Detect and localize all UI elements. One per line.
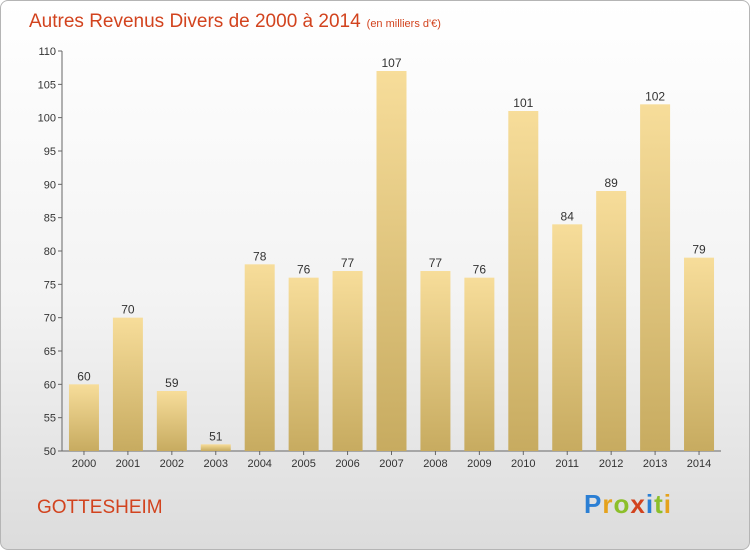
x-tick-label-2010: 2010 xyxy=(511,458,535,470)
value-label-2010: 101 xyxy=(513,96,533,110)
bar-2003 xyxy=(200,444,231,451)
value-label-2002: 59 xyxy=(165,376,179,390)
bar-2013 xyxy=(640,104,671,451)
city-name: GOTTESHEIM xyxy=(37,497,163,518)
value-label-2004: 78 xyxy=(253,249,267,263)
value-label-2009: 76 xyxy=(473,263,487,277)
bar-2009 xyxy=(464,277,495,451)
bar-2008 xyxy=(420,271,451,451)
x-tick-label-2005: 2005 xyxy=(291,458,315,470)
bars xyxy=(68,71,715,451)
y-tick-label: 80 xyxy=(44,246,56,258)
y-tick-label: 50 xyxy=(44,446,56,458)
x-tick-label-2011: 2011 xyxy=(555,458,579,470)
x-tick-label-2001: 2001 xyxy=(116,458,140,470)
x-tick-label-2008: 2008 xyxy=(423,458,447,470)
chart-title: Autres Revenus Divers de 2000 à 2014 (en … xyxy=(29,11,441,33)
x-tick-label-2012: 2012 xyxy=(599,458,623,470)
y-tick-label: 75 xyxy=(44,279,56,291)
bar-2011 xyxy=(552,224,583,451)
value-labels: 60 70 59 51 78 76 77 107 77 76 101 84 89 102 79 xyxy=(77,56,706,443)
value-label-2012: 89 xyxy=(604,176,618,190)
bar-2010 xyxy=(508,111,539,451)
value-label-2011: 84 xyxy=(561,209,575,223)
chart-title-text: Autres Revenus Divers de 2000 à 2014 xyxy=(29,11,361,32)
x-tick-label-2009: 2009 xyxy=(467,458,491,470)
y-tick-label: 110 xyxy=(38,46,56,58)
value-label-2007: 107 xyxy=(381,56,401,70)
x-tick-label-2013: 2013 xyxy=(643,458,667,470)
value-label-2005: 76 xyxy=(297,263,311,277)
value-label-2013: 102 xyxy=(645,89,665,103)
y-tick-label: 95 xyxy=(44,146,56,158)
y-tick-label: 65 xyxy=(44,346,56,358)
y-tick-label: 90 xyxy=(44,179,56,191)
value-label-2008: 77 xyxy=(429,256,443,270)
bar-2002 xyxy=(156,391,187,451)
y-tick-label: 100 xyxy=(38,113,56,125)
value-label-2000: 60 xyxy=(77,369,91,383)
y-tick-label: 85 xyxy=(44,213,56,225)
y-tick-label: 70 xyxy=(44,313,56,325)
y-tick-label: 105 xyxy=(38,79,56,91)
x-tick-label-2000: 2000 xyxy=(72,458,96,470)
bar-2012 xyxy=(596,191,627,451)
y-tick-label: 60 xyxy=(44,379,56,391)
bar-2007 xyxy=(376,71,407,451)
bar-2014 xyxy=(684,257,715,451)
value-label-2001: 70 xyxy=(121,303,135,317)
bar-2004 xyxy=(244,264,275,451)
x-tick-label-2014: 2014 xyxy=(687,458,711,470)
x-tick-label-2003: 2003 xyxy=(204,458,228,470)
bar-2001 xyxy=(112,317,143,451)
value-label-2003: 51 xyxy=(209,429,223,443)
proxiti-logo[interactable]: Proxiti xyxy=(584,489,672,519)
value-label-2006: 77 xyxy=(341,256,355,270)
x-tick-label-2007: 2007 xyxy=(379,458,403,470)
value-label-2014: 79 xyxy=(692,243,706,257)
bar-2005 xyxy=(288,277,319,451)
y-tick-label: 55 xyxy=(44,413,56,425)
bar-2006 xyxy=(332,271,363,451)
x-tick-label-2002: 2002 xyxy=(160,458,184,470)
chart-title-unit: (en milliers d'€) xyxy=(366,18,441,30)
x-tick-label-2004: 2004 xyxy=(247,458,271,470)
x-tick-label-2006: 2006 xyxy=(335,458,359,470)
bar-2000 xyxy=(68,384,99,451)
